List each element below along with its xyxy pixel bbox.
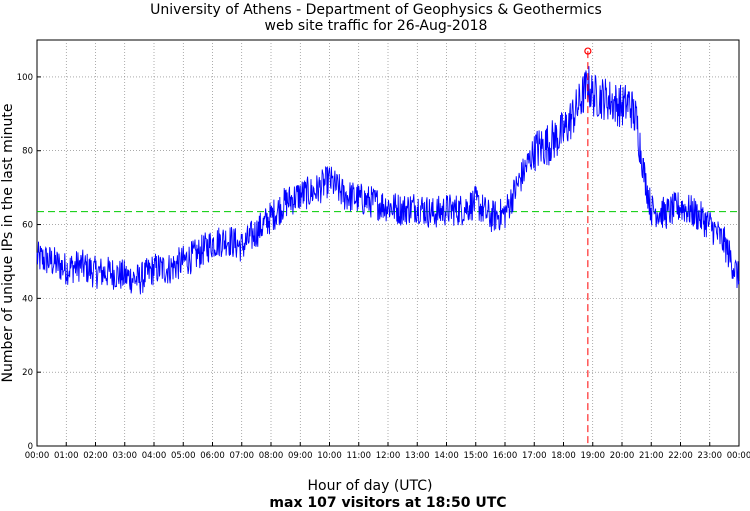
series-line-visitors [36, 66, 740, 295]
x-tick-label: 04:00 [142, 451, 167, 461]
y-tick-label: 100 [17, 73, 33, 83]
x-tick-label: 22:00 [668, 451, 693, 461]
x-tick-label: 20:00 [610, 451, 635, 461]
x-tick-label: 07:00 [230, 451, 255, 461]
x-tick-label: 11:00 [347, 451, 372, 461]
x-tick-label: 06:00 [200, 451, 225, 461]
chart-title: University of Athens - Department of Geo… [150, 2, 602, 18]
x-tick-label: 15:00 [464, 451, 489, 461]
x-tick-label: 05:00 [171, 451, 196, 461]
x-tick-label: 08:00 [259, 451, 284, 461]
x-tick-label: 00:00 [25, 451, 50, 461]
x-axis-ticks: 00:00 01:00 02:00 03:00 04:00 05:00 06:00 07:00… [25, 442, 750, 461]
x-tick-label: 12:00 [376, 451, 401, 461]
y-tick-label: 60 [22, 221, 33, 231]
x-tick-label: 21:00 [639, 451, 664, 461]
max-point [584, 47, 592, 55]
x-tick-label: 19:00 [581, 451, 606, 461]
y-axis-ticks: 0 20 40 60 80 100 [17, 73, 41, 452]
y-tick-label: 40 [22, 294, 33, 304]
x-tick-label: 18:00 [551, 451, 576, 461]
x-tick-label: 01:00 [54, 451, 79, 461]
chart-subtitle: web site traffic for 26-Aug-2018 [265, 18, 488, 34]
y-tick-label: 0 [28, 442, 33, 452]
x-tick-label: 03:00 [113, 451, 138, 461]
y-axis-label: Number of unique IPs in the last minute [0, 104, 16, 383]
x-tick-label: 17:00 [522, 451, 547, 461]
x-tick-label: 02:00 [83, 451, 108, 461]
x-tick-label: 14:00 [434, 451, 459, 461]
max-visitors-caption: max 107 visitors at 18:50 UTC [269, 495, 506, 511]
y-tick-label: 20 [22, 368, 33, 378]
x-tick-label: 09:00 [288, 451, 313, 461]
y-tick-label: 80 [22, 147, 33, 157]
x-axis-label: Hour of day (UTC) [308, 478, 433, 494]
x-tick-label: 16:00 [493, 451, 518, 461]
x-tick-label: 13:00 [405, 451, 430, 461]
x-tick-label: 23:00 [698, 451, 723, 461]
x-tick-label: 10:00 [317, 451, 342, 461]
grid-lines [37, 40, 739, 446]
x-tick-label: 00:00 [727, 451, 750, 461]
